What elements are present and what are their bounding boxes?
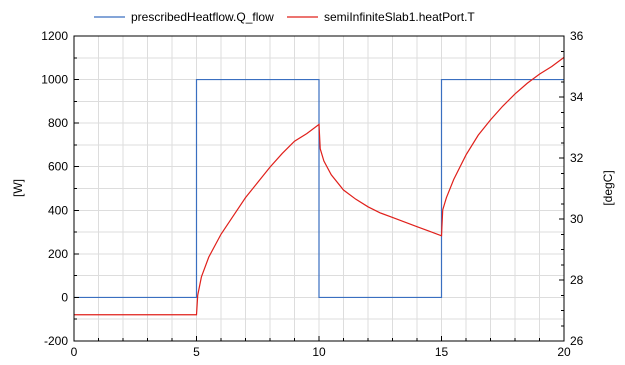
- legend-label-heatflow: prescribedHeatflow.Q_flow: [131, 10, 274, 24]
- y-left-tick-label: 1200: [41, 29, 68, 43]
- x-tick-label: 15: [435, 345, 449, 359]
- left-axis-label: [W]: [11, 179, 25, 197]
- x-tick-label: 10: [312, 345, 326, 359]
- right-axis-label: [degC]: [601, 170, 615, 205]
- y-left-tick-label: 600: [48, 160, 68, 174]
- x-tick-label: 20: [557, 345, 571, 359]
- x-tick-label: 0: [71, 345, 78, 359]
- y-right-tick-label: 26: [570, 334, 584, 348]
- left-axis-tick-labels: -200 0 200 400 600 800 1000 1200: [41, 29, 68, 348]
- y-right-tick-label: 28: [570, 273, 584, 287]
- y-left-tick-label: 800: [48, 116, 68, 130]
- y-right-tick-label: 30: [570, 212, 584, 226]
- y-left-tick-label: 1000: [41, 73, 68, 87]
- y-left-tick-label: 200: [48, 247, 68, 261]
- right-axis-tick-labels: 26 28 30 32 34 36: [570, 29, 584, 348]
- x-axis-tick-labels: 0 5 10 15 20: [71, 345, 571, 359]
- series-line-heatflow: [74, 78, 564, 299]
- ticks: [73, 35, 565, 342]
- y-left-tick-label: -200: [44, 334, 68, 348]
- legend: prescribedHeatflow.Q_flow semiInfiniteSl…: [94, 10, 475, 24]
- y-left-tick-label: 400: [48, 203, 68, 217]
- y-right-tick-label: 36: [570, 29, 584, 43]
- y-right-tick-label: 32: [570, 151, 584, 165]
- series-layer: [74, 56, 565, 316]
- x-tick-label: 5: [193, 345, 200, 359]
- legend-label-slab-temperature: semiInfiniteSlab1.heatPort.T: [324, 10, 475, 24]
- series-line-slab-temperature: [74, 56, 565, 316]
- y-right-tick-label: 34: [570, 90, 584, 104]
- y-left-tick-label: 0: [61, 290, 68, 304]
